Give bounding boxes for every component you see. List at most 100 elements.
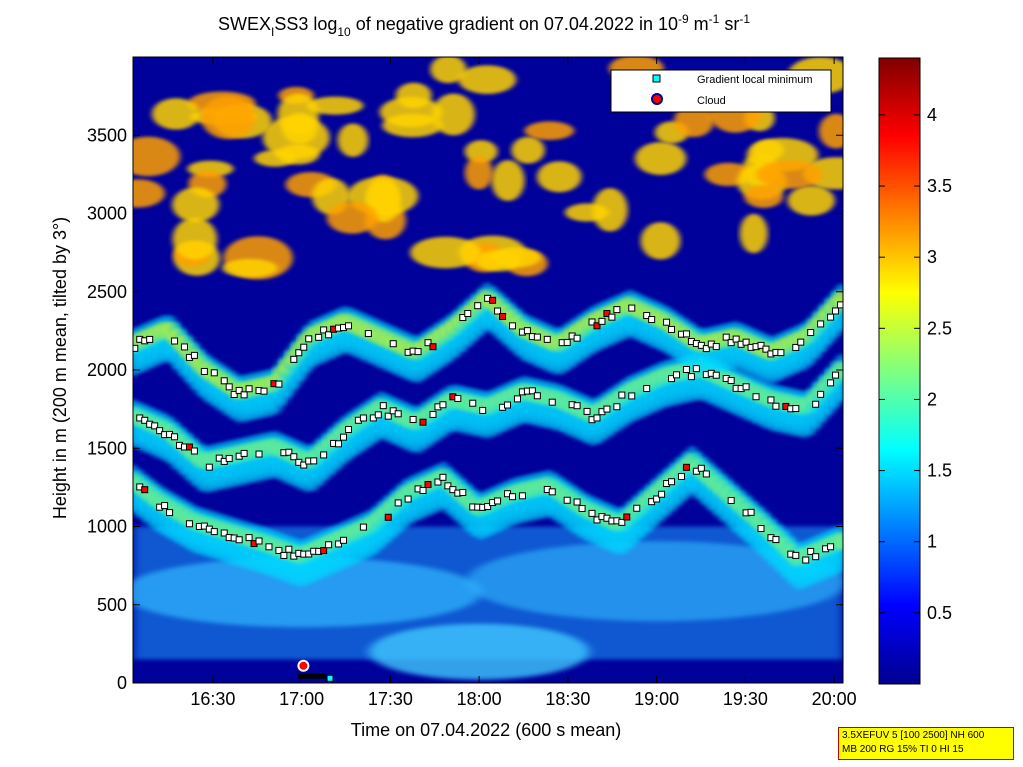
gradient-minimum-marker: [459, 488, 467, 496]
gradient-minimum-marker: [220, 529, 228, 537]
gradient-minimum-marker: [419, 418, 427, 426]
y-tick-label: 1500: [87, 438, 127, 458]
gradient-minimum-marker: [384, 513, 392, 521]
gradient-minimum-marker: [618, 518, 626, 526]
gradient-minimum-marker: [747, 508, 755, 516]
gradient-minimum-marker: [832, 371, 840, 379]
gradient-minimum-marker: [588, 509, 596, 517]
upper-patch: [379, 97, 443, 128]
upper-patch: [536, 161, 582, 193]
y-tick-label: 2500: [87, 282, 127, 302]
gradient-minimum-marker: [578, 504, 586, 512]
gradient-minimum-marker: [613, 306, 621, 314]
gradient-minimum-marker: [444, 482, 452, 490]
colorbar-tick-label: 4: [927, 105, 937, 125]
upper-patch: [756, 160, 823, 189]
gradient-minimum-marker: [439, 473, 447, 481]
colorbar-tick-label: 2.5: [927, 318, 952, 338]
gradient-minimum-marker: [340, 536, 348, 544]
gradient-minimum-marker: [340, 433, 348, 441]
gradient-minimum-marker: [504, 401, 512, 409]
gradient-minimum-marker: [320, 451, 328, 459]
legend-marker-cloud: [651, 93, 663, 105]
y-tick-label: 3000: [87, 204, 127, 224]
gradient-minimum-marker: [265, 543, 273, 551]
gradient-minimum-marker: [762, 345, 770, 353]
upper-patch: [751, 139, 784, 161]
legend-label-cloud: Cloud: [697, 95, 726, 107]
gradient-minimum-marker: [424, 481, 432, 489]
colorbar-tick-label: 1: [927, 532, 937, 552]
colorbar-tick-label: 3: [927, 247, 937, 267]
x-tick-label: 16:30: [190, 689, 235, 709]
gradient-minimum-marker: [326, 674, 334, 682]
gradient-minimum-marker: [817, 390, 825, 398]
x-tick-label: 17:00: [279, 689, 324, 709]
upper-patch: [464, 156, 493, 190]
low-haze-blob: [133, 557, 482, 628]
gradient-minimum-marker: [190, 447, 198, 455]
upper-patch: [395, 82, 432, 109]
gradient-minimum-marker: [325, 541, 333, 549]
gradient-minimum-marker: [812, 400, 820, 408]
gradient-minimum-marker: [628, 304, 636, 312]
gradient-minimum-marker: [712, 371, 720, 379]
gradient-minimum-marker: [752, 393, 760, 401]
gradient-minimum-marker: [767, 396, 775, 404]
gradient-minimum-marker: [225, 454, 233, 462]
gradient-minimum-marker: [613, 403, 621, 411]
gradient-minimum-marker: [429, 343, 437, 351]
gradient-minimum-marker: [742, 338, 750, 346]
gradient-minimum-marker: [484, 503, 492, 511]
gradient-minimum-marker: [682, 463, 690, 471]
gradient-minimum-marker: [702, 345, 710, 353]
colorbar-tick-label: 3.5: [927, 176, 952, 196]
gradient-minimum-marker: [429, 410, 437, 418]
upper-patch: [133, 136, 181, 177]
upper-patch: [306, 96, 364, 115]
gradient-minimum-marker: [320, 547, 328, 555]
gradient-minimum-marker: [290, 453, 298, 461]
gradient-minimum-marker: [508, 493, 516, 501]
gradient-minimum-marker: [285, 545, 293, 553]
x-axis: 16:30 17:00 17:30 18:00 18:30 19:00 19:30 20:00: [190, 57, 857, 709]
gradient-minimum-marker: [528, 387, 536, 395]
gradient-minimum-marker: [633, 504, 641, 512]
upper-patch: [744, 185, 784, 208]
gradient-minimum-marker: [305, 335, 313, 343]
gradient-minimum-marker: [608, 313, 616, 321]
gradient-minimum-marker: [151, 422, 159, 430]
gradient-minimum-marker: [275, 546, 283, 554]
gradient-minimum-marker: [598, 317, 606, 325]
legend-box: [610, 69, 832, 113]
upper-patch: [172, 187, 220, 223]
gradient-minimum-marker: [513, 395, 521, 403]
upper-patch: [739, 213, 768, 254]
gradient-minimum-marker: [658, 490, 666, 498]
gradient-minimum-marker: [141, 486, 149, 494]
gradient-minimum-marker: [389, 340, 397, 348]
gradient-minimum-marker: [727, 496, 735, 504]
gradient-minimum-marker: [235, 536, 243, 544]
gradient-minimum-marker: [260, 387, 268, 395]
gradient-minimum-marker: [220, 377, 228, 385]
gradient-minimum-marker: [807, 329, 815, 337]
x-tick-label: 17:30: [368, 689, 413, 709]
gradient-minimum-marker: [235, 386, 243, 394]
gradient-minimum-marker: [394, 410, 402, 418]
gradient-minimum-marker: [240, 391, 248, 399]
gradient-minimum-marker: [777, 349, 785, 357]
gradient-minimum-marker: [225, 383, 233, 391]
upper-patch: [458, 65, 517, 95]
legend: Gradient local minimum Cloud: [610, 69, 832, 113]
y-axis-label: Height in m (200 m mean, tilted by 3°): [50, 217, 70, 519]
gradient-minimum-marker: [494, 307, 502, 315]
gradient-minimum-marker: [692, 365, 700, 373]
settings-note-line-2: MB 200 RG 15% TI 0 HI 15: [842, 744, 964, 755]
gradient-minimum-marker: [702, 470, 710, 478]
legend-label-gradient-minimum: Gradient local minimum: [697, 74, 813, 86]
x-tick-label: 19:30: [723, 689, 768, 709]
upper-patch: [430, 57, 467, 84]
gradient-minimum-marker: [742, 383, 750, 391]
settings-note-line-1: 3.5XEFUV 5 [100 2500] NH 600: [842, 730, 985, 741]
